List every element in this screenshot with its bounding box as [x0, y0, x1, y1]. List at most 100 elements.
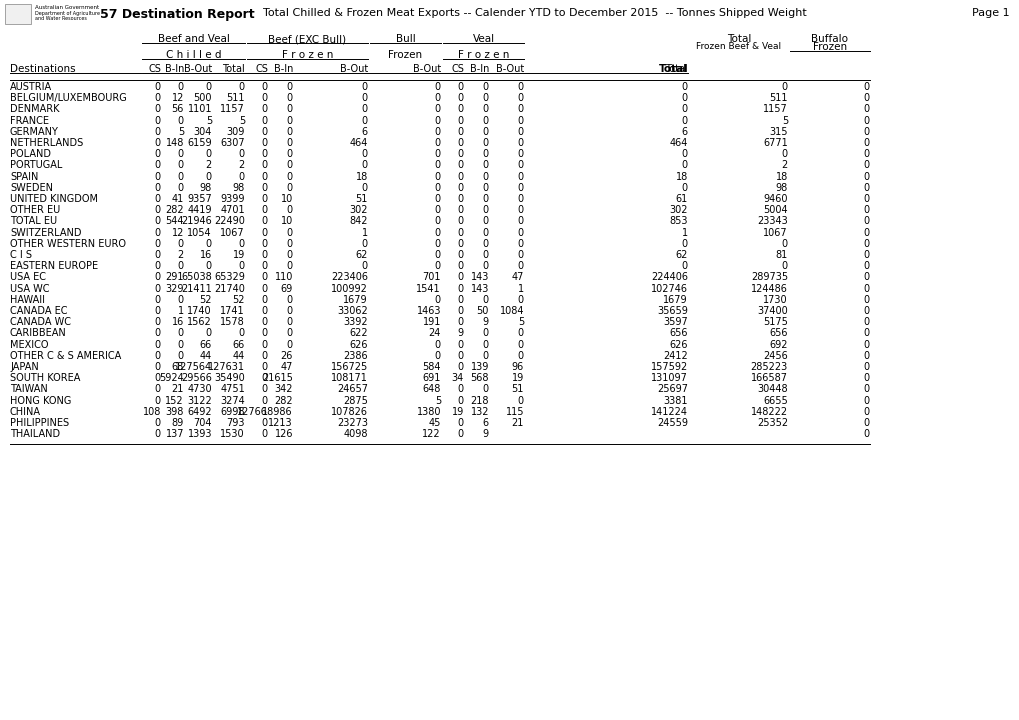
- Text: 44: 44: [200, 351, 212, 361]
- Text: 0: 0: [458, 294, 464, 305]
- Text: 89: 89: [171, 418, 183, 428]
- Text: 0: 0: [482, 171, 488, 181]
- Text: 701: 701: [422, 272, 440, 282]
- Text: 0: 0: [518, 183, 524, 193]
- Text: 65329: 65329: [214, 272, 245, 282]
- Text: 68: 68: [171, 362, 183, 372]
- Text: 1730: 1730: [762, 294, 788, 305]
- Text: 0: 0: [262, 205, 268, 215]
- Text: 24: 24: [428, 328, 440, 338]
- Text: 853: 853: [668, 217, 688, 226]
- Text: UNITED KINGDOM: UNITED KINGDOM: [10, 194, 98, 204]
- Text: 0: 0: [238, 82, 245, 92]
- Text: 0: 0: [682, 239, 688, 249]
- Text: 1562: 1562: [187, 318, 212, 327]
- Text: 0: 0: [863, 407, 869, 417]
- Text: 0: 0: [262, 228, 268, 238]
- Text: 282: 282: [165, 205, 183, 215]
- Text: 0: 0: [286, 149, 292, 159]
- Text: JAPAN: JAPAN: [10, 362, 39, 372]
- Text: 0: 0: [262, 284, 268, 294]
- Text: 0: 0: [434, 149, 440, 159]
- Text: 0: 0: [155, 239, 161, 249]
- Text: 0: 0: [863, 294, 869, 305]
- Text: C I S: C I S: [10, 250, 32, 260]
- Text: 0: 0: [286, 328, 292, 338]
- Text: 218: 218: [470, 395, 488, 405]
- Text: OTHER C & S AMERICA: OTHER C & S AMERICA: [10, 351, 121, 361]
- Text: 0: 0: [482, 351, 488, 361]
- Text: 5175: 5175: [762, 318, 788, 327]
- Text: 52: 52: [232, 294, 245, 305]
- Text: 124486: 124486: [750, 284, 788, 294]
- Text: Frozen Beef & Veal: Frozen Beef & Veal: [696, 42, 781, 51]
- Text: 0: 0: [262, 149, 268, 159]
- Text: 9: 9: [458, 328, 464, 338]
- Text: 0: 0: [262, 294, 268, 305]
- Text: 0: 0: [177, 351, 183, 361]
- Text: 0: 0: [262, 418, 268, 428]
- Text: OTHER EU: OTHER EU: [10, 205, 60, 215]
- Text: 0: 0: [155, 395, 161, 405]
- Text: 656: 656: [768, 328, 788, 338]
- Text: 0: 0: [155, 194, 161, 204]
- Text: 0: 0: [238, 261, 245, 271]
- Text: 0: 0: [155, 384, 161, 395]
- Text: 0: 0: [177, 328, 183, 338]
- Text: 464: 464: [668, 138, 688, 148]
- Text: 18: 18: [356, 171, 368, 181]
- Text: 0: 0: [434, 116, 440, 125]
- Text: 329: 329: [165, 284, 183, 294]
- Text: 18: 18: [675, 171, 688, 181]
- Text: C h i l l e d: C h i l l e d: [165, 50, 221, 60]
- Text: 0: 0: [518, 194, 524, 204]
- Text: 9460: 9460: [763, 194, 788, 204]
- Text: 0: 0: [262, 318, 268, 327]
- Text: 6307: 6307: [220, 138, 245, 148]
- Text: 108: 108: [143, 407, 161, 417]
- Text: 0: 0: [482, 340, 488, 350]
- Text: 0: 0: [362, 93, 368, 103]
- Text: 0: 0: [155, 116, 161, 125]
- Text: 0: 0: [155, 149, 161, 159]
- Text: 315: 315: [768, 127, 788, 137]
- Text: 16: 16: [200, 250, 212, 260]
- Text: 0: 0: [863, 116, 869, 125]
- Text: Department of Agriculture: Department of Agriculture: [35, 11, 100, 16]
- Text: 0: 0: [434, 82, 440, 92]
- Text: 0: 0: [286, 127, 292, 137]
- Text: 4701: 4701: [220, 205, 245, 215]
- Text: 5: 5: [177, 127, 183, 137]
- Text: 6771: 6771: [762, 138, 788, 148]
- Text: AUSTRIA: AUSTRIA: [10, 82, 52, 92]
- Text: 0: 0: [863, 373, 869, 383]
- Text: 0: 0: [458, 306, 464, 316]
- Text: 0: 0: [782, 261, 788, 271]
- Text: TOTAL EU: TOTAL EU: [10, 217, 57, 226]
- Text: 98: 98: [232, 183, 245, 193]
- Text: 191: 191: [422, 318, 440, 327]
- Text: 6159: 6159: [187, 138, 212, 148]
- Text: 511: 511: [226, 93, 245, 103]
- Text: 0: 0: [518, 104, 524, 114]
- Text: 0: 0: [286, 82, 292, 92]
- Text: 0: 0: [458, 250, 464, 260]
- Text: 0: 0: [206, 171, 212, 181]
- Text: 0: 0: [482, 239, 488, 249]
- Text: 0: 0: [286, 306, 292, 316]
- Text: 148: 148: [165, 138, 183, 148]
- Text: 0: 0: [458, 395, 464, 405]
- Text: MEXICO: MEXICO: [10, 340, 49, 350]
- Text: 291: 291: [165, 272, 183, 282]
- Text: 21946: 21946: [181, 217, 212, 226]
- Text: HONG KONG: HONG KONG: [10, 395, 71, 405]
- Text: 1679: 1679: [343, 294, 368, 305]
- Text: 0: 0: [262, 104, 268, 114]
- Text: 0: 0: [434, 171, 440, 181]
- Text: 1: 1: [682, 228, 688, 238]
- Text: 0: 0: [682, 183, 688, 193]
- Text: EASTERN EUROPE: EASTERN EUROPE: [10, 261, 98, 271]
- Text: 584: 584: [422, 362, 440, 372]
- Text: Bull: Bull: [395, 34, 415, 44]
- Text: 1101: 1101: [187, 104, 212, 114]
